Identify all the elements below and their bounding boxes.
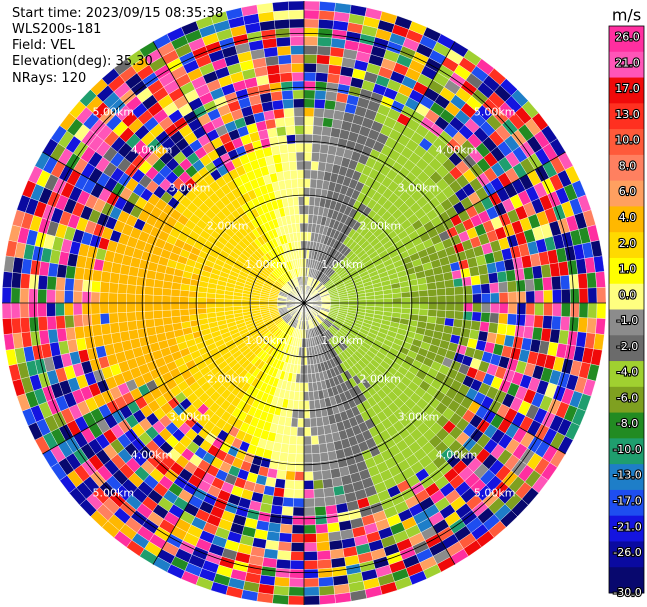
colorbar-tick-label: -10.0 bbox=[613, 443, 641, 456]
colorbar-tick-label: -6.0 bbox=[617, 391, 638, 404]
colorbar-tick-label: 2.0 bbox=[619, 237, 637, 250]
colorbar-tick-label: 17.0 bbox=[615, 82, 640, 95]
colorbar-tick-label: -2.0 bbox=[617, 340, 638, 353]
ppi-gates bbox=[1, 0, 607, 606]
colorbar-tick-label: 10.0 bbox=[615, 134, 640, 147]
colorbar-tick-label: 21.0 bbox=[615, 56, 640, 69]
colorbar-tick-label: -1.0 bbox=[617, 314, 638, 327]
colorbar-tick-label: 8.0 bbox=[619, 160, 637, 173]
colorbar-tick-label: -17.0 bbox=[613, 495, 641, 508]
colorbar-tick-label: -13.0 bbox=[613, 469, 641, 482]
colorbar-tick-label: -26.0 bbox=[613, 546, 641, 559]
colorbar-tick-label: -4.0 bbox=[617, 366, 638, 379]
colorbar-unit: m/s bbox=[612, 6, 641, 25]
colorbar-tick-label: 13.0 bbox=[615, 108, 640, 121]
colorbar-tick-label: 4.0 bbox=[619, 211, 637, 224]
colorbar-tick-label: 1.0 bbox=[619, 263, 637, 276]
colorbar-tick-label: -8.0 bbox=[617, 417, 638, 430]
colorbar-tick-label: 26.0 bbox=[615, 31, 640, 44]
colorbar-tick-label: -30.0 bbox=[613, 586, 641, 599]
colorbar-tick-label: -21.0 bbox=[613, 520, 641, 533]
colorbar-tick-label: 6.0 bbox=[619, 185, 637, 198]
colorbar-tick-label: 0.0 bbox=[619, 288, 637, 301]
